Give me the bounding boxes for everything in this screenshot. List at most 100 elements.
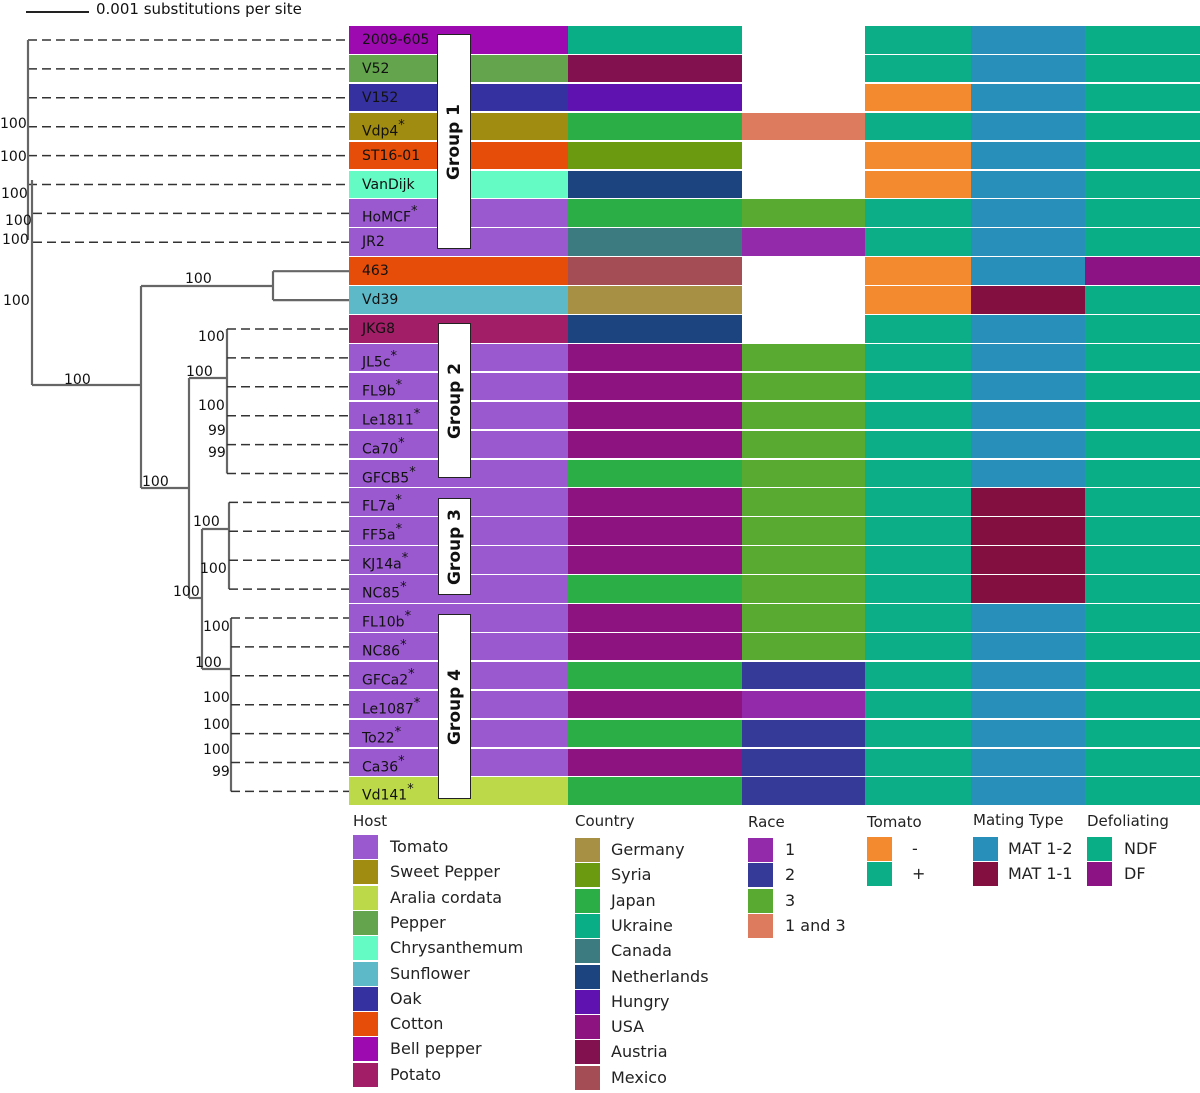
country-cell <box>568 546 742 574</box>
race-cell <box>742 228 865 256</box>
country-cell <box>568 26 742 54</box>
country-cell <box>568 112 742 141</box>
defoliating-cell <box>1085 372 1200 401</box>
legend-label: Germany <box>611 840 685 859</box>
defoliating-cell <box>1085 54 1200 83</box>
defoliating-legend-title: Defoliating <box>1087 812 1169 830</box>
strain-label: FL7a* <box>362 493 402 516</box>
legend-label: Tomato <box>390 837 449 856</box>
legend-swatch <box>575 863 600 888</box>
mating-cell <box>971 83 1085 112</box>
tomato-cell <box>865 690 971 719</box>
legend-swatch <box>575 838 600 862</box>
legend-label: Sunflower <box>390 963 470 983</box>
bootstrap-value: 100 <box>0 116 27 132</box>
race-cell <box>742 343 865 372</box>
bootstrap-value: 99 <box>208 423 226 439</box>
race-cell <box>742 199 865 227</box>
race-cell <box>742 488 865 516</box>
tomato-cell <box>865 430 971 459</box>
legend-label: USA <box>611 1017 645 1037</box>
strain-label: Le1087* <box>362 695 421 718</box>
defoliating-cell <box>1085 777 1200 805</box>
strain-label: GFCa2* <box>362 666 415 689</box>
defoliating-cell <box>1085 401 1200 430</box>
strain-label: FL10b* <box>362 609 412 631</box>
tomato-cell <box>865 141 971 170</box>
legend-swatch <box>748 863 773 888</box>
bootstrap-value: 100 <box>173 584 200 600</box>
legend-label: Chrysanthemum <box>390 938 524 958</box>
bootstrap-value: 100 <box>64 372 91 388</box>
country-cell <box>568 315 742 343</box>
strain-label: VanDijk <box>362 176 415 193</box>
mating-cell <box>971 575 1085 603</box>
legend-swatch <box>353 986 378 1011</box>
mating-cell <box>971 170 1085 198</box>
mating-cell <box>971 112 1085 141</box>
strain-label: To22* <box>362 724 402 747</box>
bootstrap-value: 100 <box>195 655 222 671</box>
legend-label: Aralia cordata <box>390 887 503 907</box>
scale-label: 0.001 substitutions per site <box>96 0 302 18</box>
group-4-box: Group 4 <box>438 614 471 799</box>
country-cell <box>568 661 742 690</box>
mating-cell <box>971 343 1085 372</box>
legend-label: 1 and 3 <box>785 915 846 935</box>
strain-label: FF5a* <box>362 522 403 544</box>
mating-cell <box>971 546 1085 574</box>
race-cell <box>742 575 865 603</box>
legend-label: 1 <box>785 840 796 859</box>
tomato-cell <box>865 632 971 661</box>
legend-label: Oak <box>390 988 422 1008</box>
tomato-cell <box>865 661 971 690</box>
mating-cell <box>971 199 1085 227</box>
legend-swatch <box>353 1037 378 1062</box>
legend-label: Cotton <box>390 1014 444 1034</box>
legend-label: Mexico <box>611 1067 667 1087</box>
strain-label: NC86* <box>362 637 407 660</box>
bootstrap-value: 100 <box>200 561 227 577</box>
defoliating-cell <box>1085 748 1200 776</box>
defoliating-cell <box>1085 546 1200 574</box>
tomato-cell <box>865 54 971 83</box>
legend-swatch <box>748 888 773 913</box>
host-legend-title: Host <box>353 812 388 830</box>
defoliating-cell <box>1085 661 1200 690</box>
legend-swatch <box>575 1065 600 1090</box>
tomato-cell <box>865 199 971 227</box>
legend-swatch <box>575 913 600 938</box>
tomato-cell <box>865 748 971 776</box>
legend-label: - <box>912 839 918 858</box>
mating-cell <box>971 228 1085 256</box>
defoliating-cell <box>1085 112 1200 141</box>
country-cell <box>568 459 742 487</box>
strain-label: JR2 <box>362 234 385 251</box>
country-legend-title: Country <box>575 812 635 830</box>
defoliating-cell <box>1085 604 1200 632</box>
legend-swatch <box>353 936 378 961</box>
tomato-cell <box>865 372 971 401</box>
strain-label: 463 <box>362 263 389 280</box>
country-cell <box>568 575 742 603</box>
tomato-legend-title: Tomato <box>867 813 922 831</box>
defoliating-cell <box>1085 170 1200 198</box>
country-cell <box>568 690 742 719</box>
strain-label: V52 <box>362 60 390 77</box>
race-cell <box>742 112 865 141</box>
country-cell <box>568 488 742 516</box>
mating-cell <box>971 517 1085 545</box>
strain-label: JKG8 <box>362 321 396 337</box>
country-cell <box>568 286 742 314</box>
country-cell <box>568 719 742 748</box>
legend-label: Ukraine <box>611 915 673 935</box>
defoliating-cell <box>1085 343 1200 372</box>
strain-label: Ca70* <box>362 435 405 458</box>
defoliating-cell <box>1085 83 1200 112</box>
legend-swatch <box>867 837 892 861</box>
tomato-cell <box>865 83 971 112</box>
mating-cell <box>971 141 1085 170</box>
legend-label: 3 <box>785 890 796 910</box>
bootstrap-value: 100 <box>0 149 27 165</box>
legend-swatch <box>1087 837 1112 861</box>
